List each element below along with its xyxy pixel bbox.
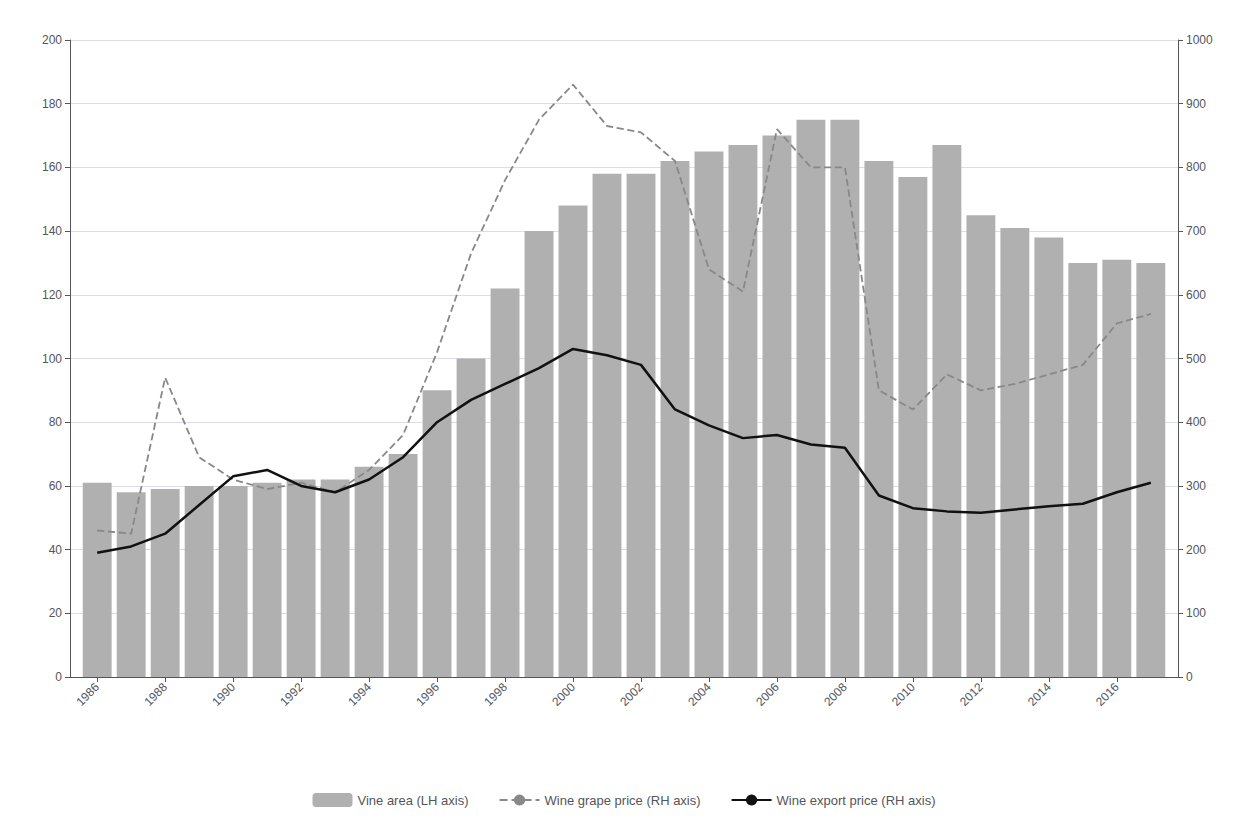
svg-text:1996: 1996: [413, 680, 442, 709]
svg-text:120: 120: [42, 288, 62, 302]
svg-text:2004: 2004: [685, 680, 714, 709]
svg-text:2002: 2002: [617, 680, 646, 709]
svg-text:0: 0: [1186, 670, 1193, 684]
svg-text:100: 100: [1186, 606, 1206, 620]
svg-text:2006: 2006: [753, 680, 782, 709]
svg-text:700: 700: [1186, 224, 1206, 238]
svg-text:1000: 1000: [1186, 33, 1213, 47]
svg-text:2016: 2016: [1093, 680, 1122, 709]
svg-text:160: 160: [42, 160, 62, 174]
svg-text:2010: 2010: [889, 680, 918, 709]
svg-text:Vine area (LH axis): Vine area (LH axis): [357, 793, 468, 808]
svg-text:0: 0: [55, 670, 62, 684]
svg-text:1990: 1990: [209, 680, 238, 709]
svg-text:2014: 2014: [1025, 680, 1054, 709]
svg-text:1998: 1998: [481, 680, 510, 709]
svg-text:80: 80: [49, 415, 63, 429]
svg-text:200: 200: [1186, 543, 1206, 557]
svg-text:300: 300: [1186, 479, 1206, 493]
svg-text:100: 100: [42, 352, 62, 366]
svg-text:140: 140: [42, 224, 62, 238]
svg-text:60: 60: [49, 479, 63, 493]
svg-text:2008: 2008: [821, 680, 850, 709]
svg-text:1992: 1992: [277, 680, 306, 709]
svg-text:40: 40: [49, 543, 63, 557]
svg-text:400: 400: [1186, 415, 1206, 429]
svg-text:800: 800: [1186, 160, 1206, 174]
svg-text:1986: 1986: [73, 680, 102, 709]
svg-text:2000: 2000: [549, 680, 578, 709]
svg-text:20: 20: [49, 606, 63, 620]
svg-text:Wine export price (RH axis): Wine export price (RH axis): [777, 793, 936, 808]
svg-text:500: 500: [1186, 352, 1206, 366]
svg-text:180: 180: [42, 97, 62, 111]
svg-text:1994: 1994: [345, 680, 374, 709]
svg-text:1988: 1988: [141, 680, 170, 709]
svg-text:200: 200: [42, 33, 62, 47]
svg-text:Wine grape price (RH axis): Wine grape price (RH axis): [545, 793, 701, 808]
svg-text:600: 600: [1186, 288, 1206, 302]
svg-text:900: 900: [1186, 97, 1206, 111]
svg-text:2012: 2012: [957, 680, 986, 709]
